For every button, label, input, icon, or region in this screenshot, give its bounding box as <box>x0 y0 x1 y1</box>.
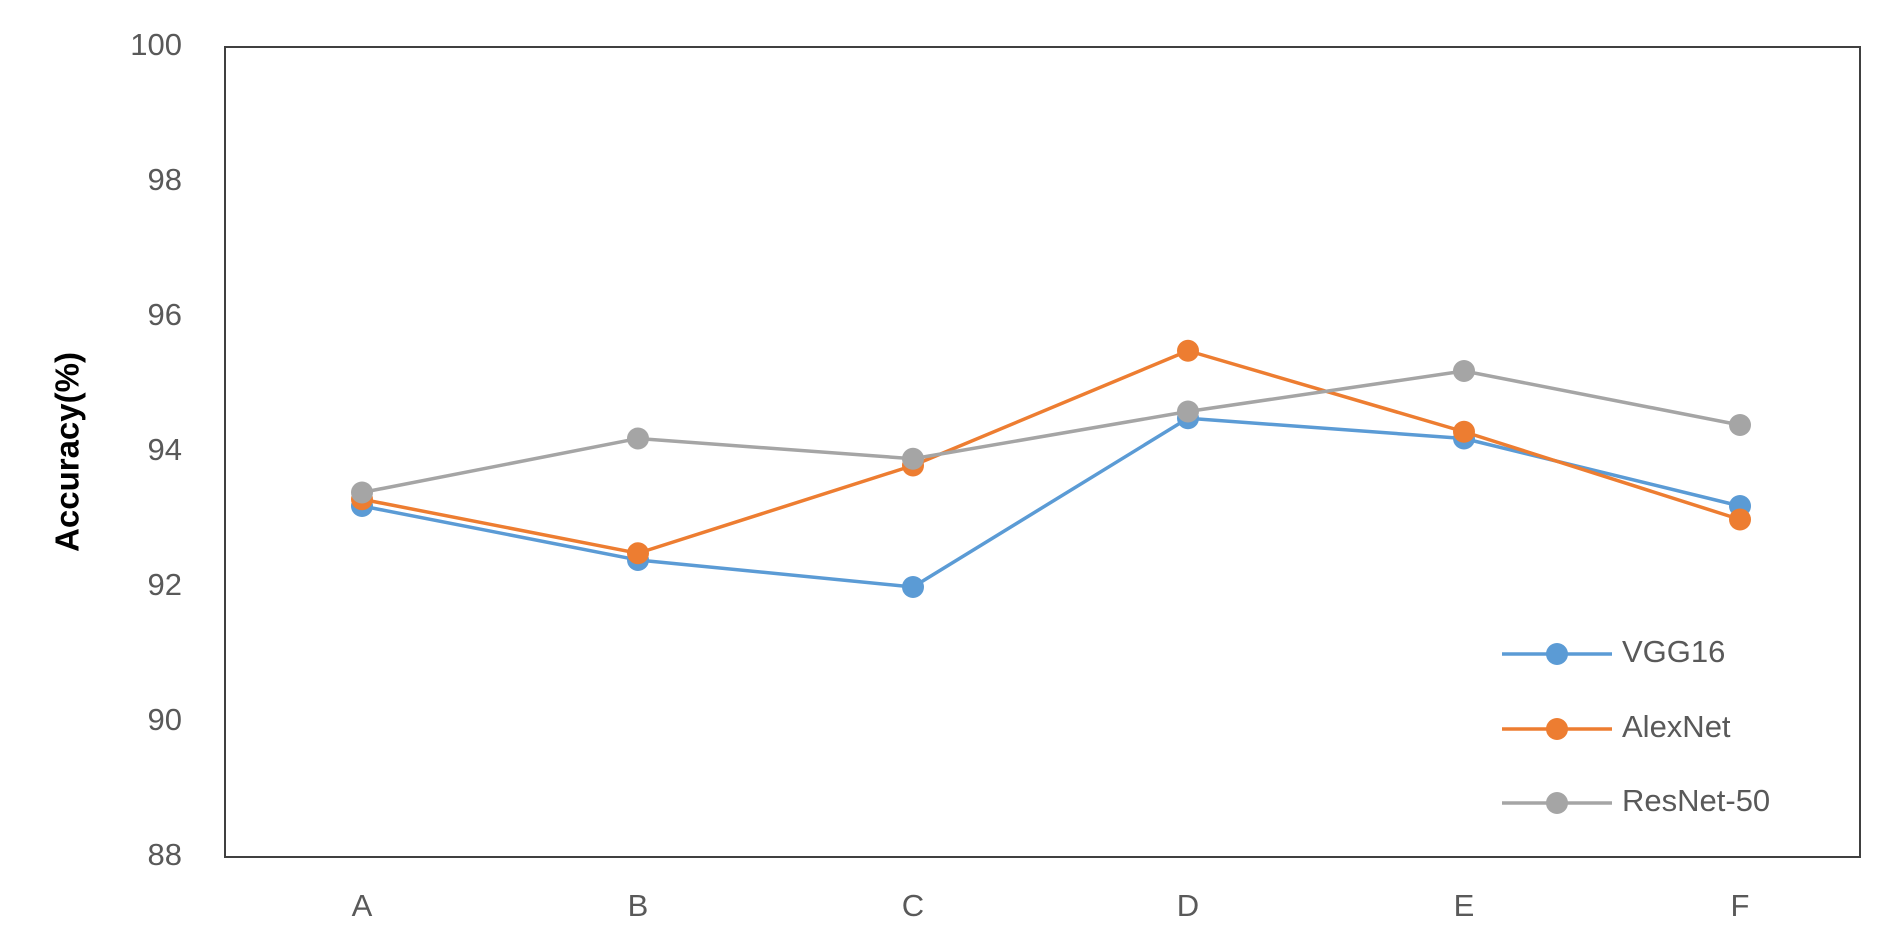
data-point <box>1453 420 1475 443</box>
legend-label: VGG16 <box>1622 634 1725 669</box>
y-tick-label: 88 <box>148 837 182 872</box>
legend: VGG16 AlexNet ResNet-50 <box>1502 634 1770 818</box>
y-tick-label: 98 <box>148 162 182 197</box>
y-tick-label: 96 <box>148 297 182 332</box>
plot-frame <box>224 46 1861 858</box>
series-vgg16 <box>351 407 1751 598</box>
x-tick-label: B <box>628 888 649 923</box>
series-line <box>361 349 1741 555</box>
x-tick-label: E <box>1454 888 1475 923</box>
y-axis-ticks: 88 90 92 94 96 98 100 <box>130 27 182 872</box>
legend-swatch-marker <box>1546 792 1568 814</box>
data-point <box>1177 400 1199 423</box>
data-point <box>1177 339 1199 362</box>
legend-item: AlexNet <box>1502 709 1731 744</box>
x-axis-ticks: A B C D E F <box>352 888 1750 923</box>
data-point <box>351 481 373 504</box>
legend-swatch-marker <box>1546 718 1568 740</box>
data-point <box>902 447 924 470</box>
legend-label: AlexNet <box>1622 709 1731 744</box>
data-point <box>627 542 649 565</box>
y-tick-label: 92 <box>148 567 182 602</box>
x-tick-label: F <box>1731 888 1750 923</box>
data-point <box>902 576 924 598</box>
x-tick-label: D <box>1177 888 1199 923</box>
data-point <box>1729 414 1751 436</box>
legend-swatch-marker <box>1546 643 1568 665</box>
series-layer <box>351 339 1751 598</box>
x-tick-label: A <box>352 888 373 923</box>
y-tick-label: 94 <box>148 432 182 467</box>
series-resnet-50 <box>351 360 1751 504</box>
y-axis-title: Accuracy(%) <box>49 352 86 552</box>
legend-item: ResNet-50 <box>1502 783 1770 818</box>
series-line <box>361 369 1741 495</box>
legend-label: ResNet-50 <box>1622 783 1770 818</box>
data-point <box>1453 360 1475 382</box>
x-tick-label: C <box>902 888 924 923</box>
series-line <box>361 416 1741 589</box>
data-point <box>627 427 649 450</box>
legend-item: VGG16 <box>1502 634 1725 669</box>
y-tick-label: 90 <box>148 702 182 737</box>
data-point <box>1729 508 1751 531</box>
y-tick-label: 100 <box>130 27 182 62</box>
